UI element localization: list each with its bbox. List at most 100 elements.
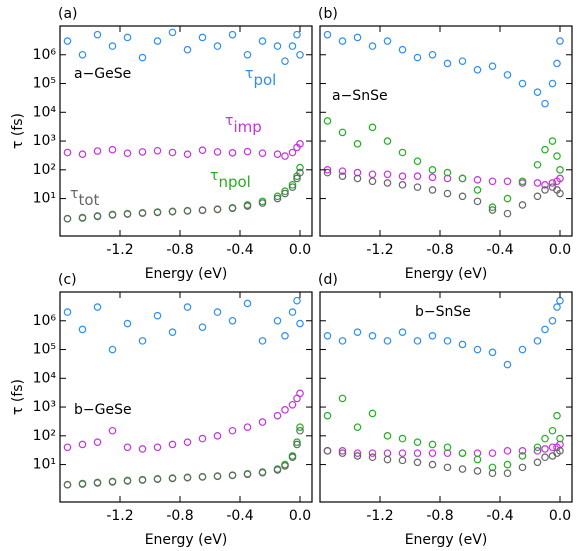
data-point (153, 208, 162, 217)
data-point (488, 206, 497, 214)
data-point (368, 123, 377, 132)
data-point (288, 400, 297, 409)
data-point (296, 163, 304, 172)
y-axis-label: τ (fs) (10, 113, 26, 149)
data-point (533, 447, 542, 455)
data-point (63, 37, 72, 45)
data-point (503, 460, 512, 469)
data-point (258, 337, 267, 345)
data-point (458, 449, 467, 457)
x-tick-label: -1.2 (106, 242, 133, 258)
x-tick-label: 0.0 (289, 508, 311, 524)
data-point (443, 463, 452, 472)
data-point (548, 426, 557, 435)
data-point (338, 394, 347, 403)
data-point (78, 325, 87, 334)
data-point (288, 148, 297, 157)
legend-label: τtot (70, 186, 99, 209)
panel-label: (b) (318, 6, 338, 22)
data-point (273, 150, 282, 158)
data-point (323, 30, 332, 39)
data-point (108, 42, 117, 50)
data-point (556, 174, 564, 183)
legend-symbol: τ (225, 113, 233, 129)
data-point (293, 438, 301, 446)
data-point (533, 443, 542, 452)
data-point (288, 42, 297, 50)
data-point (413, 53, 422, 62)
plot-frame (59, 291, 313, 503)
data-point (138, 445, 147, 453)
data-point (63, 214, 72, 223)
data-point (323, 168, 332, 177)
data-point (228, 471, 237, 480)
data-point (243, 50, 252, 59)
y-tick-label: 10¹ (33, 191, 56, 207)
y-tick-label: 10⁴ (33, 370, 57, 386)
data-point (473, 467, 482, 475)
data-point (353, 449, 362, 457)
x-tick-label: -0.8 (426, 242, 453, 258)
data-point (338, 447, 347, 455)
data-point (258, 468, 267, 477)
x-tick-label: -0.8 (166, 508, 193, 524)
data-point (383, 37, 392, 45)
data-point (108, 211, 117, 219)
data-point (458, 465, 467, 473)
x-tick-label: -0.8 (166, 242, 193, 258)
panel: (b) -1.2 -0.8 -0.4 0.0 Energy (eV) a−SnSe (318, 6, 573, 282)
data-point (383, 337, 392, 345)
data-point (503, 447, 512, 455)
data-point (473, 66, 482, 74)
data-point (323, 411, 332, 420)
data-point (548, 79, 557, 88)
data-point (323, 447, 332, 455)
data-point (296, 389, 304, 398)
data-point (168, 207, 177, 216)
data-point (293, 30, 301, 39)
data-point (138, 53, 147, 62)
data-point (243, 470, 252, 479)
plot-frame (59, 25, 313, 237)
data-point (353, 140, 362, 148)
data-point (353, 33, 362, 42)
panel: (c) -1.2 -0.8 -0.4 0.0 10¹ 10² 10³ 10⁴ 10⁵ 10⁶ Ener… (10, 272, 313, 548)
data-point (228, 30, 237, 39)
data-point (228, 426, 237, 435)
data-point (168, 28, 177, 37)
data-point (288, 453, 297, 462)
data-point (383, 179, 392, 187)
data-point (123, 319, 132, 328)
x-axis-label: Energy (eV) (405, 266, 488, 282)
data-point (518, 177, 527, 186)
data-point (288, 308, 297, 316)
data-point (338, 128, 347, 137)
data-point (243, 202, 252, 210)
data-point (473, 345, 482, 354)
x-tick-label: -0.4 (486, 242, 513, 258)
data-point (383, 432, 392, 440)
data-point (473, 455, 482, 464)
data-point (533, 192, 542, 201)
data-point (503, 177, 512, 186)
data-point (413, 449, 422, 457)
data-point (368, 177, 377, 186)
data-point (503, 209, 512, 218)
data-point (398, 181, 407, 189)
data-point (428, 460, 437, 469)
data-point (428, 166, 437, 174)
data-point (368, 409, 377, 418)
legend-label: τpol (245, 66, 276, 89)
panel-label: (c) (58, 272, 77, 288)
legend-subscript: npol (218, 173, 250, 191)
y-tick-label: 10⁵ (33, 76, 56, 92)
data-point (293, 296, 301, 305)
data-point (138, 476, 147, 484)
data-point (228, 149, 237, 157)
data-point (368, 453, 377, 462)
plot-frame (319, 291, 573, 503)
data-point (413, 337, 422, 345)
data-point (293, 440, 301, 449)
data-point (288, 183, 297, 191)
legend-label: τimp (225, 113, 262, 136)
